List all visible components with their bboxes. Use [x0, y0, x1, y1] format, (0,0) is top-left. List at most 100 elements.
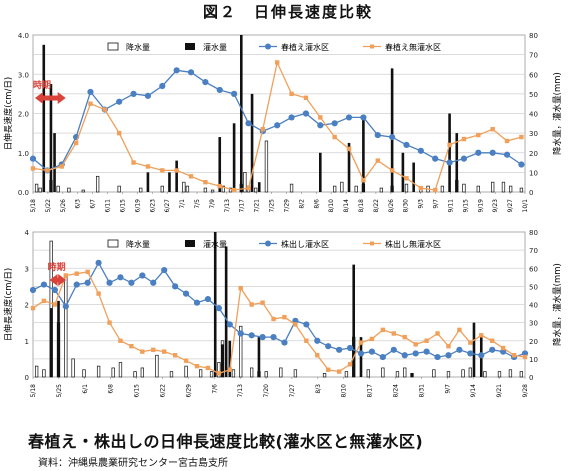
figure-title: 図２ 日伸長速度比較	[202, 3, 373, 21]
irrigation-bar	[250, 93, 254, 192]
series-point	[433, 187, 438, 193]
series-point	[504, 138, 510, 144]
rain-bar	[344, 371, 349, 378]
series-point	[375, 158, 380, 163]
series-point	[518, 161, 525, 168]
irrigation-bar	[257, 182, 261, 192]
x-tick-label: 9/11	[447, 199, 454, 213]
series-point	[204, 295, 212, 303]
figure-caption: 春植え・株出しの日伸長速度比較(灌水区と無灌水区)	[28, 432, 424, 451]
x-tick-label: 6/29	[185, 384, 192, 398]
rain-bar	[379, 187, 384, 193]
x-tick-label: 8/10	[328, 199, 335, 213]
series-point	[205, 365, 211, 371]
rain-bar	[217, 362, 221, 378]
legend-swatch-rain	[107, 42, 119, 51]
series-point	[336, 346, 343, 353]
series-point	[282, 314, 287, 320]
series-point	[151, 347, 156, 353]
series-point	[193, 299, 201, 306]
series-point	[325, 343, 332, 350]
series-point	[217, 183, 222, 189]
rain-bar	[491, 181, 495, 193]
legend-marker	[265, 43, 271, 50]
x-tick-label: 6/19	[134, 199, 141, 213]
rain-bar	[203, 187, 208, 193]
series-point	[238, 285, 243, 291]
x-tick-label: 8/10	[341, 384, 348, 398]
series-point	[144, 92, 152, 99]
series-point	[403, 141, 410, 148]
series-point	[30, 305, 36, 311]
irrigation-bar	[455, 133, 459, 192]
legend-marker	[370, 44, 374, 49]
series-point	[162, 349, 167, 354]
x-tick-label: 9/14	[470, 384, 477, 398]
series-point	[434, 353, 441, 361]
irrigation-bar	[224, 246, 228, 377]
y-right-tick-label: 50	[529, 91, 538, 99]
x-tick-label: 7/9	[209, 199, 216, 209]
series-point	[347, 362, 353, 367]
series-point	[172, 283, 179, 290]
rain-bar	[340, 181, 344, 193]
y-right-tick-label: 0	[529, 189, 533, 197]
series-point	[380, 327, 386, 333]
series-point	[424, 338, 429, 343]
series-point	[303, 321, 310, 328]
series-point	[446, 159, 453, 166]
irrigation-bar	[218, 137, 222, 192]
series-point	[447, 142, 452, 148]
x-tick-label: 8/3	[315, 384, 322, 394]
series-point	[96, 291, 101, 296]
legend-label: 灌水量	[203, 239, 227, 249]
irrigation-bar	[401, 152, 405, 192]
series-point	[519, 134, 524, 140]
rain-bar	[67, 187, 71, 193]
y-right-tick-label: 10	[529, 356, 538, 364]
series-point	[73, 140, 79, 146]
rain-bar	[42, 369, 46, 378]
series-point	[522, 354, 528, 360]
rain-bar	[160, 185, 164, 193]
rain-bar	[96, 365, 101, 378]
x-tick-label: 7/5	[194, 199, 201, 209]
irrigation-bar	[239, 35, 243, 192]
series-point	[159, 82, 166, 90]
series-point	[85, 269, 90, 275]
rain-bar	[476, 185, 480, 193]
irrigation-bar	[257, 337, 261, 377]
series-point	[304, 338, 309, 343]
series-point	[511, 353, 517, 358]
series-point	[140, 349, 145, 354]
x-tick-label: 7/21	[254, 199, 261, 213]
y-right-axis-title: 降水量，灌水量(mm)	[552, 72, 563, 155]
series-point	[368, 348, 376, 355]
rain-bar	[519, 371, 524, 378]
series-point	[203, 179, 208, 185]
legend-label: 降水量	[126, 239, 150, 249]
series-point	[358, 340, 364, 345]
y-right-tick-label: 70	[529, 247, 538, 255]
irrigation-bar	[42, 44, 46, 192]
y-right-tick-label: 30	[529, 130, 538, 138]
y-right-tick-label: 80	[529, 229, 538, 237]
y-right-tick-label: 20	[529, 338, 538, 346]
period-label: 時期	[33, 79, 51, 91]
rain-bar	[395, 371, 400, 378]
irrigation-bar	[49, 308, 53, 377]
series-point	[475, 149, 482, 156]
series-point	[379, 353, 386, 361]
series-point	[130, 90, 137, 97]
series-point	[336, 369, 342, 374]
rain-bar	[243, 172, 247, 193]
legend-marker	[265, 240, 271, 247]
x-tick-label: 8/30	[403, 199, 410, 213]
rain-bar	[519, 187, 524, 193]
series-point	[293, 322, 298, 327]
irrigation-bar	[146, 172, 150, 192]
rain-bar	[182, 181, 186, 193]
series-point	[314, 337, 321, 344]
arrow-head-left	[35, 92, 43, 104]
series-point	[476, 132, 481, 138]
